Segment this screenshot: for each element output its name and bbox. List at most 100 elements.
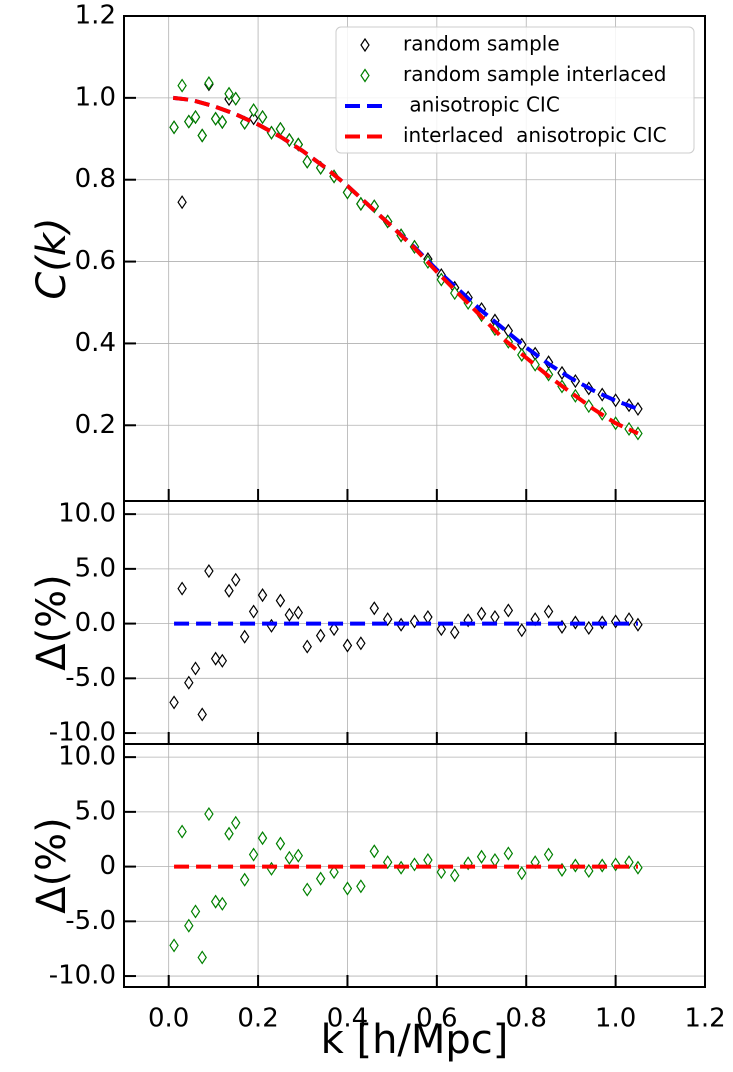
x-tick-label: 0.0 <box>148 1004 189 1034</box>
data-point <box>409 614 420 629</box>
data-point <box>329 621 339 637</box>
data-point <box>356 636 366 651</box>
plot-frame <box>123 743 706 988</box>
data-point <box>204 563 214 579</box>
x-tick-label: 0.6 <box>416 1004 457 1034</box>
data-point <box>190 904 201 919</box>
data-point <box>503 846 514 861</box>
data-point <box>239 629 250 644</box>
y-tick-label: -10.0 <box>49 961 116 991</box>
data-point <box>436 621 447 637</box>
legend-label: interlaced anisotropic CIC <box>403 123 667 147</box>
data-point <box>217 114 228 130</box>
legend-label: random sample interlaced <box>403 62 666 86</box>
legend-label: random sample <box>403 32 560 56</box>
data-point <box>450 625 460 640</box>
data-point <box>450 868 460 883</box>
data-point <box>184 114 194 129</box>
data-point <box>197 950 207 965</box>
data-point <box>543 604 554 619</box>
data-point <box>210 894 221 909</box>
data-point <box>231 815 241 830</box>
y-tick-label: 0.2 <box>75 410 116 440</box>
data-point <box>169 120 179 135</box>
data-point <box>169 938 179 953</box>
y-tick-label: -10.0 <box>49 718 116 748</box>
data-point <box>224 583 234 598</box>
data-point <box>490 852 500 868</box>
legend-box <box>335 26 695 154</box>
data-point <box>204 76 214 91</box>
data-point <box>450 286 460 301</box>
y-tick-label: -5.0 <box>65 663 116 693</box>
model-line <box>172 95 639 436</box>
data-point <box>210 111 221 126</box>
data-point <box>409 857 420 872</box>
data-point <box>210 651 221 666</box>
data-point <box>517 866 527 881</box>
data-point <box>490 609 500 625</box>
legend-marker <box>360 37 370 53</box>
legend: random sample random sample interlaced an… <box>335 26 695 154</box>
x-tick-label: 1.2 <box>684 1004 725 1034</box>
y-tick-label: 5.0 <box>75 553 116 583</box>
data-point <box>190 661 201 676</box>
legend-label: anisotropic CIC <box>403 93 560 117</box>
y-tick-label: 0.8 <box>75 164 116 194</box>
data-point <box>231 572 241 587</box>
data-point <box>190 110 201 125</box>
data-point <box>248 847 259 862</box>
data-point <box>224 86 234 101</box>
data-point <box>169 695 179 710</box>
y-tick-label: 0.6 <box>75 246 116 276</box>
data-point <box>275 836 286 851</box>
data-point <box>257 110 268 125</box>
data-point <box>369 844 379 859</box>
data-point <box>293 605 304 620</box>
x-tick-label: 0.2 <box>237 1004 278 1034</box>
data-point <box>177 195 187 210</box>
data-point <box>284 850 295 865</box>
data-point <box>356 196 366 211</box>
data-point <box>177 78 187 93</box>
y-axis-label: Δ(%) <box>29 817 75 914</box>
data-point <box>184 918 194 933</box>
data-point <box>257 831 268 846</box>
data-point <box>342 881 353 896</box>
data-point <box>503 603 514 618</box>
data-point <box>476 606 487 621</box>
data-point <box>197 707 207 722</box>
data-point <box>302 154 312 169</box>
data-point <box>476 849 487 864</box>
y-tick-label: 5.0 <box>75 796 116 826</box>
data-point <box>248 103 259 118</box>
data-point <box>329 864 339 880</box>
data-point <box>224 826 234 841</box>
legend-marker <box>360 68 370 83</box>
data-point <box>266 861 277 876</box>
data-point <box>610 857 621 872</box>
data-point <box>248 604 259 619</box>
data-point <box>423 609 433 625</box>
x-tick-label: 1.0 <box>595 1004 636 1034</box>
data-point <box>436 864 447 880</box>
x-tick-label: 0.4 <box>327 1004 368 1034</box>
data-point <box>584 863 594 879</box>
data-point <box>217 653 228 668</box>
y-tick-label: 10.0 <box>58 499 116 529</box>
data-point <box>217 896 228 911</box>
data-point <box>315 871 326 886</box>
y-tick-label: 10.0 <box>58 742 116 772</box>
y-axis-label: C(k) <box>29 217 75 299</box>
data-point <box>239 872 250 887</box>
y-tick-label: 1.0 <box>75 82 116 112</box>
data-point <box>584 620 594 636</box>
data-point <box>302 882 312 897</box>
data-point <box>177 824 187 839</box>
x-axis-label: k [h/Mpc] <box>321 1017 509 1063</box>
data-point <box>610 614 621 629</box>
y-tick-label: -5.0 <box>65 906 116 936</box>
data-point <box>248 111 259 126</box>
data-point <box>342 638 353 653</box>
